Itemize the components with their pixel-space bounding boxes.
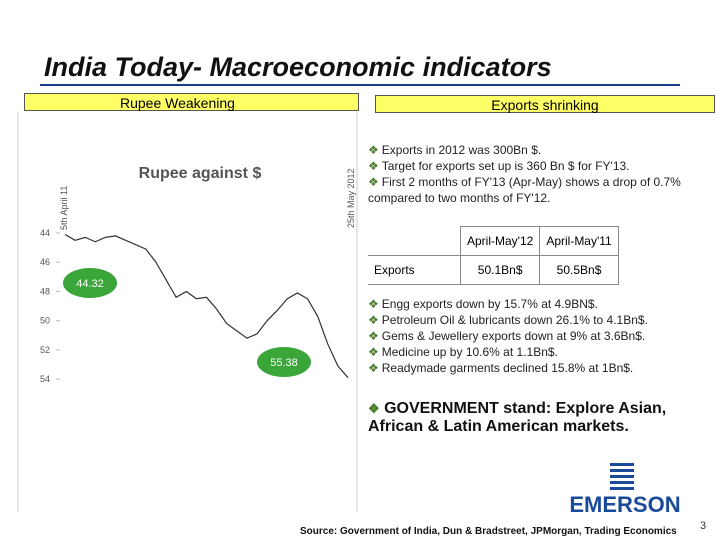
bullet-icon: ❖ <box>368 401 380 416</box>
government-note: ❖ GOVERNMENT stand: Explore Asian, Afric… <box>368 400 713 436</box>
right-header: Exports shrinking <box>375 95 715 113</box>
table-cell: 50.5Bn$ <box>539 255 619 285</box>
logo-icon <box>610 463 634 490</box>
bullet: Petroleum Oil & lubricants down 26.1% to… <box>368 312 708 328</box>
exports-table: April-May'12 April-May'11 Exports 50.1Bn$ 5… <box>368 226 619 285</box>
source: Source: Government of India, Dun & Brads… <box>300 526 677 537</box>
annotation-bubble <box>257 347 311 377</box>
title-rule <box>40 84 680 86</box>
y-tick-label: 50 <box>40 316 50 326</box>
table-cell: 50.1Bn$ <box>459 255 541 285</box>
title: India Today- Macroeconomic indicators <box>44 52 552 82</box>
y-tick-label: 46 <box>40 257 50 267</box>
bullet: Exports in 2012 was 300Bn $. <box>368 142 708 158</box>
x-end-label: 25th May 2012 <box>346 168 356 228</box>
bullet-list: Engg exports down by 15.7% at 4.9BN$.Pet… <box>368 296 708 376</box>
left-header: Rupee Weakening <box>24 93 359 111</box>
y-tick-label: 48 <box>40 286 50 296</box>
bullet: Gems & Jewellery exports down at 9% at 3… <box>368 328 708 344</box>
line <box>64 233 349 379</box>
bullet: Medicine up by 10.6% at 1.1Bn$. <box>368 344 708 360</box>
annotation: 55.38 <box>270 357 298 369</box>
chart-title: Rupee against $ <box>139 165 262 182</box>
bullet: Engg exports down by 15.7% at 4.9BN$. <box>368 296 708 312</box>
bullet: Readymade garments declined 15.8% at 1Bn… <box>368 360 708 376</box>
y-tick-label: 52 <box>40 345 50 355</box>
annotation-bubble <box>63 268 117 298</box>
x-start-label: 5th April 11 <box>59 186 69 230</box>
bullet-list: Exports in 2012 was 300Bn $.Target for e… <box>368 142 708 206</box>
table-header: April-May'12 <box>459 226 541 256</box>
logo: EMERSON <box>569 463 681 517</box>
bullet: First 2 months of FY'13 (Apr-May) shows … <box>368 174 708 206</box>
y-tick-label: 44 <box>40 228 50 238</box>
table-cell: Exports <box>368 255 461 285</box>
annotation: 44.32 <box>76 278 104 290</box>
y-tick-label: 54 <box>40 374 50 384</box>
page-number: 3 <box>700 520 707 532</box>
bullet: Target for exports set up is 360 Bn $ fo… <box>368 158 708 174</box>
logo-text: EMERSON <box>569 492 680 517</box>
table-header: April-May'11 <box>539 226 619 256</box>
government-text: GOVERNMENT stand: Explore Asian, African… <box>368 400 667 435</box>
